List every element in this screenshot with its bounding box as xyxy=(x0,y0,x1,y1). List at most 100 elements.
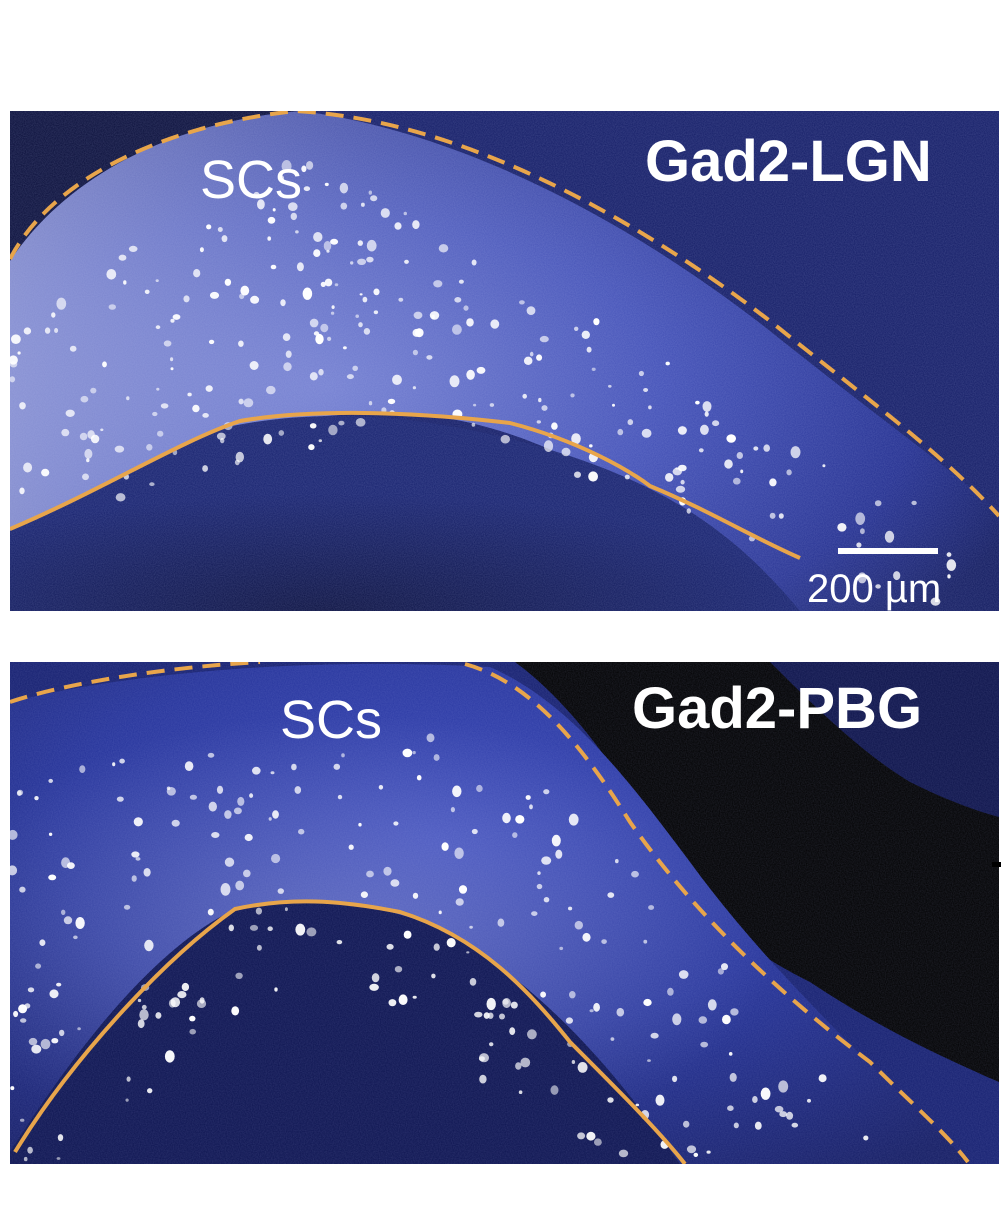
labeled-cell xyxy=(786,469,791,475)
labeled-cell xyxy=(570,393,574,397)
labeled-cell xyxy=(761,1088,771,1100)
labeled-cell xyxy=(574,327,578,331)
labeled-cell xyxy=(20,1018,26,1023)
labeled-cell xyxy=(474,1012,482,1018)
labeled-cell xyxy=(187,393,191,397)
labeled-cell xyxy=(77,1027,81,1030)
labeled-cell xyxy=(109,304,116,310)
labeled-cell xyxy=(144,868,151,877)
labeled-cell xyxy=(51,312,55,317)
labeled-cell xyxy=(31,1045,41,1054)
labeled-cell xyxy=(29,1038,38,1045)
labeled-cell xyxy=(172,820,180,827)
labeled-cell xyxy=(755,1122,762,1130)
labeled-cell xyxy=(617,1008,625,1017)
labeled-cell xyxy=(577,1132,585,1139)
labeled-cell xyxy=(875,500,882,506)
labeled-cell xyxy=(403,749,413,758)
labeled-cell xyxy=(249,793,253,798)
labeled-cell xyxy=(337,940,343,944)
labeled-cell xyxy=(119,759,125,764)
labeled-cell xyxy=(469,926,473,929)
labeled-cell xyxy=(519,300,525,304)
labeled-cell xyxy=(100,429,103,432)
labeled-cell xyxy=(330,239,338,245)
labeled-cell xyxy=(240,286,249,296)
labeled-cell xyxy=(321,282,326,287)
labeled-cell xyxy=(185,761,194,771)
labeled-cell xyxy=(752,1096,758,1103)
labeled-cell xyxy=(173,314,181,320)
labeled-cell xyxy=(947,559,957,571)
labeled-cell xyxy=(80,433,88,440)
labeled-cell xyxy=(81,396,89,403)
labeled-cell xyxy=(126,1099,129,1102)
labeled-cell xyxy=(552,835,561,847)
labeled-cell xyxy=(611,1037,615,1041)
labeled-cell xyxy=(138,999,141,1002)
labeled-cell xyxy=(700,1042,708,1048)
labeled-cell xyxy=(87,430,94,439)
labeled-cell xyxy=(466,370,475,380)
labeled-cell xyxy=(628,419,634,425)
labeled-cell xyxy=(452,786,461,798)
labeled-cell xyxy=(617,429,623,435)
labeled-cell xyxy=(724,459,733,468)
labeled-cell xyxy=(225,858,234,867)
labeled-cell xyxy=(643,999,651,1006)
labeled-cell xyxy=(442,842,449,851)
labeled-cell xyxy=(283,362,291,371)
labeled-cell xyxy=(607,892,614,898)
labeled-cell xyxy=(225,279,231,286)
labeled-cell xyxy=(694,1153,699,1157)
labeled-cell xyxy=(235,460,240,466)
labeled-cell xyxy=(136,857,141,861)
labeled-cell xyxy=(295,786,302,794)
labeled-cell xyxy=(286,351,292,358)
labeled-cell xyxy=(18,351,21,354)
labeled-cell xyxy=(417,775,422,780)
labeled-cell xyxy=(335,283,339,286)
labeled-cell xyxy=(202,465,208,472)
labeled-cell xyxy=(206,224,211,229)
labeled-cell xyxy=(770,513,776,519)
labeled-cell xyxy=(61,857,70,868)
labeled-cell xyxy=(737,452,743,459)
labeled-cell xyxy=(235,973,242,979)
labeled-cell xyxy=(911,501,916,505)
labeled-cell xyxy=(490,319,499,328)
labeled-cell xyxy=(171,367,174,370)
labeled-cell xyxy=(703,401,712,412)
labeled-cell xyxy=(165,1050,175,1062)
labeled-cell xyxy=(367,240,377,252)
labeled-cell xyxy=(412,220,419,229)
labeled-cell xyxy=(244,398,254,407)
labeled-cell xyxy=(58,1134,63,1141)
labeled-cell xyxy=(775,1106,784,1113)
labeled-cell xyxy=(439,244,449,252)
labeled-cell xyxy=(112,762,115,766)
scale-bar-label: 200 µm xyxy=(807,569,941,609)
labeled-cell xyxy=(24,1157,28,1161)
labeled-cell xyxy=(144,940,153,951)
labeled-cell xyxy=(807,1099,811,1103)
labeled-cell xyxy=(18,1004,27,1013)
labeled-cell xyxy=(479,1053,489,1062)
labeled-cell xyxy=(388,399,395,404)
labeled-cell xyxy=(301,166,306,173)
labeled-cell xyxy=(131,851,139,857)
labeled-cell xyxy=(161,403,169,408)
labeled-cell xyxy=(592,368,596,371)
labeled-cell xyxy=(647,1059,651,1062)
labeled-cell xyxy=(427,733,435,742)
labeled-cell xyxy=(152,412,157,416)
labeled-cell xyxy=(272,810,279,818)
labeled-cell xyxy=(331,312,334,315)
labeled-cell xyxy=(126,396,129,400)
labeled-cell xyxy=(197,999,206,1008)
labeled-cell xyxy=(648,905,654,910)
labeled-cell xyxy=(569,814,579,826)
labeled-cell xyxy=(642,429,652,438)
labeled-cell xyxy=(484,1012,490,1019)
labeled-cell xyxy=(612,404,615,407)
